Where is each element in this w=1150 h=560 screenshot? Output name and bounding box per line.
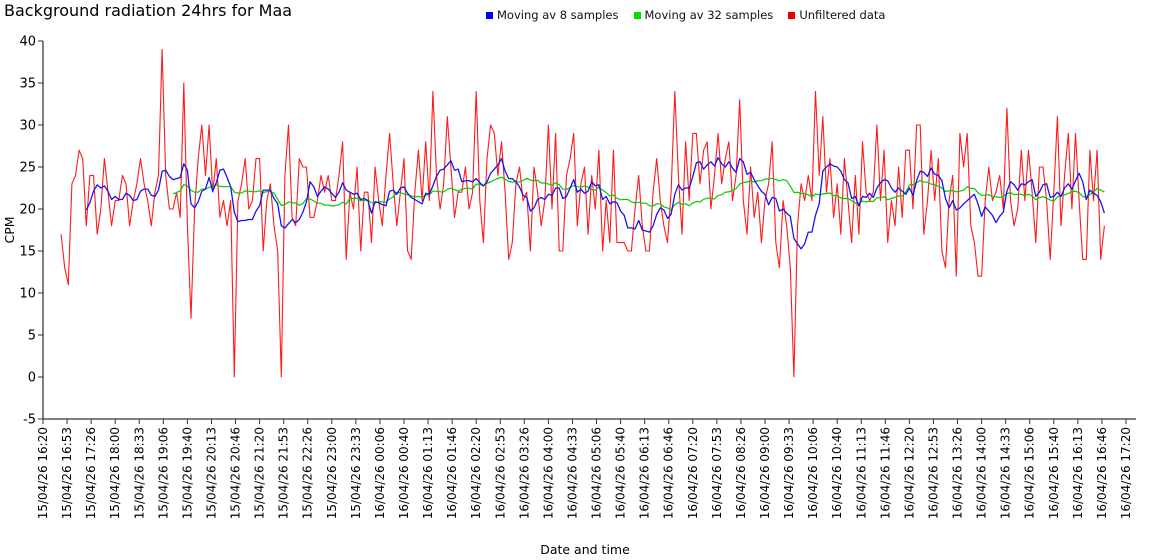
x-tick-label: 16/04/26 07:20 <box>686 427 700 519</box>
x-tick-label: 16/04/26 04:33 <box>565 427 579 519</box>
x-tick-label: 16/04/26 16:46 <box>1095 427 1109 519</box>
y-tick-label: 40 <box>19 35 36 50</box>
x-tick-label: 16/04/26 07:53 <box>710 427 724 519</box>
x-tick-label: 16/04/26 08:26 <box>734 427 748 519</box>
x-tick-label: 16/04/26 14:33 <box>999 427 1013 519</box>
x-tick-label: 15/04/26 16:20 <box>36 427 50 519</box>
x-tick-label: 16/04/26 06:13 <box>638 427 652 519</box>
x-tick-label: 16/04/26 05:06 <box>590 427 604 519</box>
x-tick-label: 15/04/26 17:26 <box>84 427 98 519</box>
unfiltered-data-line <box>60 48 1105 378</box>
x-tick-label: 15/04/26 23:33 <box>349 427 363 519</box>
x-tick-label: 16/04/26 13:26 <box>951 427 965 519</box>
y-tick-label: 15 <box>19 245 36 260</box>
legend-item-moving-av-8: Moving av 8 samples <box>486 8 619 22</box>
y-tick-label: 25 <box>19 161 36 176</box>
x-tick-label: 16/04/26 11:46 <box>878 427 892 519</box>
x-tick-label: 16/04/26 00:40 <box>397 427 411 519</box>
x-tick-label: 15/04/26 19:40 <box>180 427 194 519</box>
legend-label-moving-av-32: Moving av 32 samples <box>644 8 774 22</box>
x-tick-label: 15/04/26 20:13 <box>204 427 218 519</box>
y-tick-label: 30 <box>19 119 36 134</box>
x-tick-label: 15/04/26 21:20 <box>253 427 267 519</box>
x-tick-label: 16/04/26 01:46 <box>445 427 459 519</box>
x-tick-label: 16/04/26 05:40 <box>614 427 628 519</box>
legend-label-moving-av-8: Moving av 8 samples <box>497 8 619 22</box>
x-tick-label: 16/04/26 14:00 <box>975 427 989 519</box>
x-tick-label: 16/04/26 09:33 <box>782 427 796 519</box>
x-tick-label: 15/04/26 16:53 <box>60 427 74 519</box>
moving-av-8-line <box>85 156 1106 250</box>
x-tick-label: 16/04/26 17:20 <box>1119 427 1133 519</box>
y-axis-title: CPM <box>2 216 17 243</box>
x-tick-label: 16/04/26 11:13 <box>854 427 868 519</box>
chart-title: Background radiation 24hrs for Maa <box>4 1 293 20</box>
x-tick-label: 16/04/26 01:13 <box>421 427 435 519</box>
x-tick-label: 15/04/26 20:46 <box>229 427 243 519</box>
y-tick-label: -5 <box>23 413 36 428</box>
legend-label-unfiltered: Unfiltered data <box>799 8 886 22</box>
legend-item-unfiltered: Unfiltered data <box>788 8 885 22</box>
legend-swatch-blue <box>486 11 493 19</box>
x-axis-title: Date and time <box>540 542 630 557</box>
y-tick-label: 10 <box>19 287 36 302</box>
x-tick-label: 15/04/26 18:33 <box>132 427 146 519</box>
x-tick-label: 15/04/26 22:26 <box>301 427 315 519</box>
x-tick-label: 16/04/26 04:00 <box>541 427 555 519</box>
x-tick-label: 16/04/26 02:53 <box>493 427 507 519</box>
x-tick-label: 16/04/26 02:20 <box>469 427 483 519</box>
x-tick-label: 16/04/26 00:06 <box>373 427 387 519</box>
x-tick-label: 16/04/26 09:00 <box>758 427 772 519</box>
y-tick-label: 35 <box>19 77 36 92</box>
moving-av-32-line <box>172 176 1105 211</box>
x-tick-label: 16/04/26 15:06 <box>1023 427 1037 519</box>
x-tick-label: 16/04/26 12:53 <box>926 427 940 519</box>
legend-swatch-green <box>633 11 641 19</box>
x-tick-label: 15/04/26 21:53 <box>277 427 291 519</box>
x-tick-label: 16/04/26 03:26 <box>517 427 531 519</box>
x-tick-label: 16/04/26 16:13 <box>1071 427 1085 519</box>
y-tick-label: 5 <box>28 329 36 344</box>
x-tick-label: 16/04/26 10:06 <box>806 427 820 519</box>
x-tick-label: 15/04/26 19:06 <box>156 427 170 519</box>
chart-legend: Moving av 8 samples Moving av 32 samples… <box>486 8 885 22</box>
y-tick-label: 0 <box>28 371 36 386</box>
x-tick-label: 15/04/26 18:00 <box>108 427 122 519</box>
x-tick-label: 16/04/26 10:40 <box>830 427 844 519</box>
legend-swatch-red <box>788 11 796 19</box>
x-tick-label: 16/04/26 12:20 <box>902 427 916 519</box>
x-tick-label: 15/04/26 23:00 <box>325 427 339 519</box>
legend-item-moving-av-32: Moving av 32 samples <box>633 8 774 22</box>
y-tick-label: 20 <box>19 203 36 218</box>
x-tick-label: 16/04/26 15:40 <box>1047 427 1061 519</box>
x-tick-label: 16/04/26 06:46 <box>662 427 676 519</box>
